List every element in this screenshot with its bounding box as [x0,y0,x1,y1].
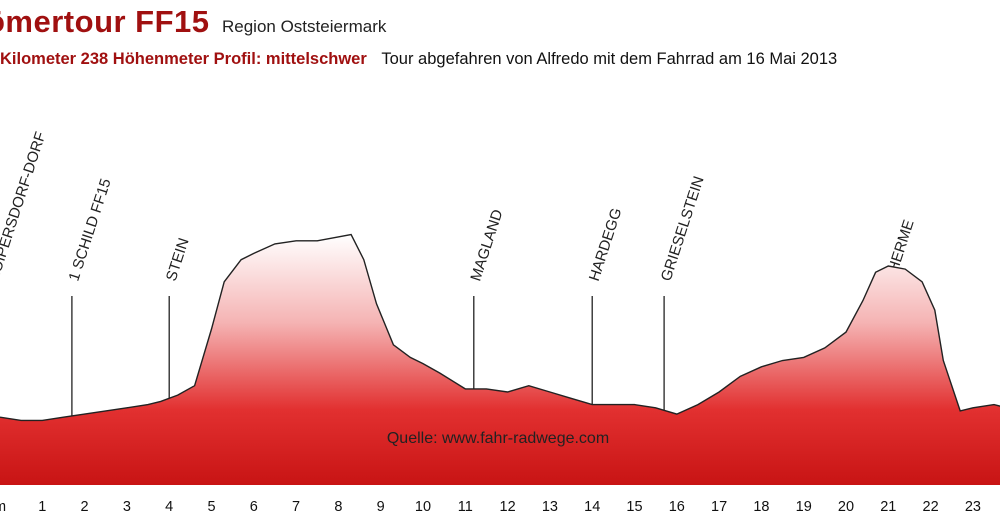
x-tick-label: 4 [165,499,173,515]
waypoint-label: MAGLAND [467,207,506,283]
x-tick-label: 5 [207,499,215,515]
waypoint-label: HARDEGG [586,206,626,283]
waypoint-label: STEIN [163,236,193,283]
x-tick-label: 12 [500,499,516,515]
elevation-line [0,233,1000,422]
x-tick-label: 6 [250,499,258,515]
elevation-area [0,233,1000,485]
x-tick-label: 21 [880,499,896,515]
x-tick-label: 17 [711,499,727,515]
waypoint-label: GRIESELSTEIN [658,174,708,283]
x-tick-label: 7 [292,499,300,515]
x-tick-label: 19 [796,499,812,515]
tour-title: ömertour FF15 [0,4,210,39]
elevation-fill [0,234,1000,485]
title-row: ömertour FF15 Region Oststeiermark [0,4,386,40]
x-tick-label: 14 [584,499,600,515]
x-tick-label: 1 [38,499,46,515]
source-note: Quelle: www.fahr-radwege.com [387,430,609,447]
tour-stats: Kilometer 238 Höhenmeter Profil: mittels… [0,50,367,68]
x-tick-label: 11 [458,499,473,515]
x-tick-label: 3 [123,499,131,515]
x-tick-label: 10 [415,499,431,515]
x-tick-label: m [0,499,6,515]
tour-description: Tour abgefahren von Alfredo mit dem Fahr… [381,50,838,68]
waypoint-label: ZOIPERSDORF-DORF [0,130,50,283]
x-tick-label: 20 [838,499,854,515]
x-tick-label: 22 [923,499,939,515]
region-label: Region Oststeiermark [221,17,387,36]
x-tick-label: 15 [626,499,642,515]
x-tick-label: 9 [377,499,385,515]
x-tick-label: 13 [542,499,558,515]
x-tick-label: 18 [753,499,769,515]
x-tick-label: 16 [669,499,685,515]
tour-info-row: Kilometer 238 Höhenmeter Profil: mittels… [0,50,837,69]
x-axis-ticks: m12345678910111213141516171819202122232 [0,499,981,515]
x-tick-label: 8 [334,499,342,515]
x-tick-label: 2 [81,499,89,515]
x-tick-label: 23 [965,499,981,515]
waypoint-label: 1 SCHILD FF15 [66,177,115,284]
